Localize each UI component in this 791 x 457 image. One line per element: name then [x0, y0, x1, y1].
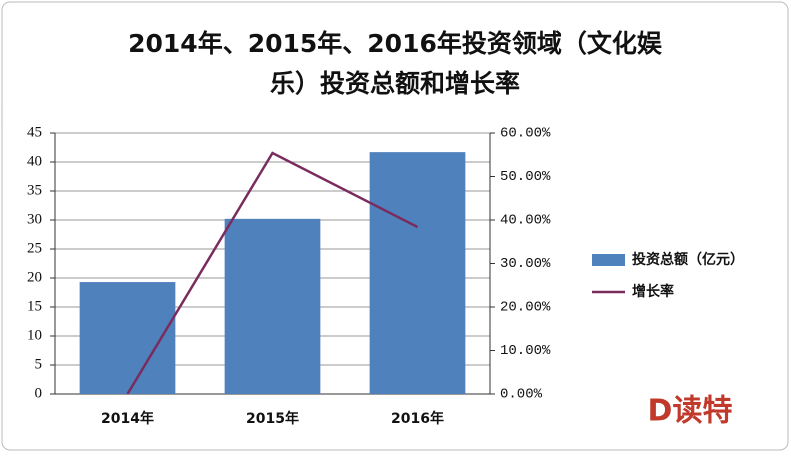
watermark: D读特 [648, 394, 733, 429]
bar [369, 152, 466, 394]
y2-tick-label: 30.00% [500, 256, 551, 272]
legend-swatch [592, 254, 625, 266]
chart-title: 乐）投资总额和增长率 [270, 69, 520, 98]
chart-title: 2014年、2015年、2016年投资领域（文化娱 [128, 29, 663, 58]
y2-tick-label: 50.00% [500, 169, 551, 185]
x-tick-label: 2014年 [101, 410, 154, 427]
y-tick-label: 15 [27, 298, 42, 314]
y-tick-label: 40 [27, 153, 42, 169]
x-tick-label: 2016年 [391, 410, 444, 427]
y-tick-label: 20 [27, 269, 42, 285]
bar [79, 282, 176, 394]
y-tick-label: 25 [27, 240, 42, 256]
x-tick-label: 2015年 [246, 410, 299, 427]
y2-tick-label: 40.00% [500, 213, 551, 229]
y-tick-label: 5 [35, 356, 43, 372]
y-tick-label: 30 [27, 211, 42, 227]
bar [224, 218, 321, 394]
y2-tick-label: 60.00% [500, 126, 551, 142]
y2-tick-label: 20.00% [500, 300, 551, 316]
y-tick-label: 10 [27, 327, 42, 343]
y2-tick-label: 0.00% [500, 387, 543, 403]
legend-label: 增长率 [632, 283, 674, 300]
y-tick-label: 35 [27, 182, 42, 198]
y-tick-label: 45 [27, 124, 42, 140]
y2-tick-label: 10.00% [500, 343, 551, 359]
line [126, 151, 419, 395]
legend-label: 投资总额（亿元） [632, 251, 744, 268]
y-tick-label: 0 [35, 385, 43, 401]
